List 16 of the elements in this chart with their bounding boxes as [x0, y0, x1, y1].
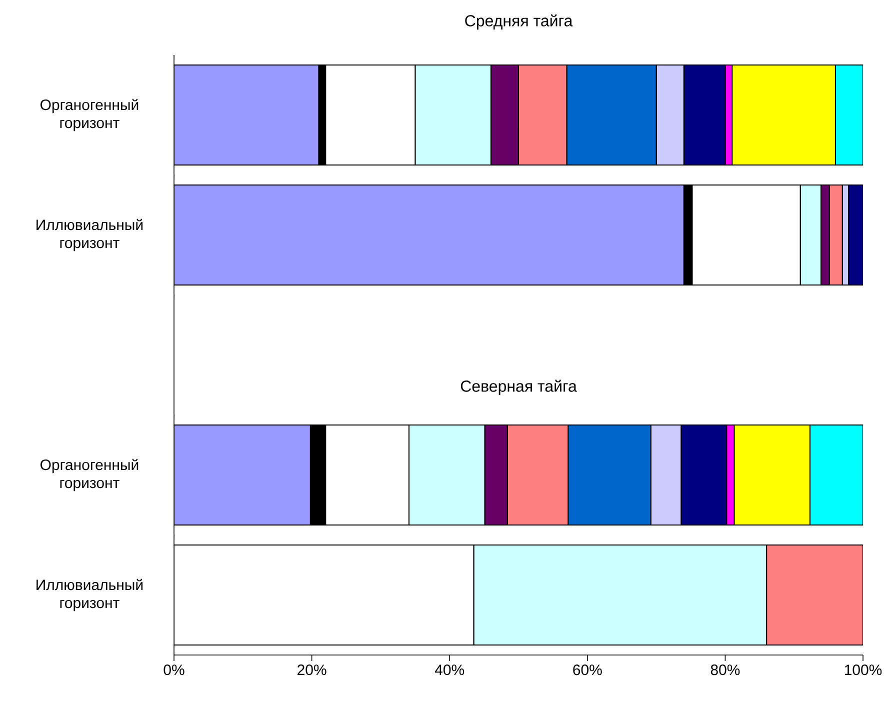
bar	[506, 424, 569, 526]
x-tick-label: 40%	[434, 664, 464, 676]
y-tick-label: Органогенный горизонт	[40, 458, 138, 492]
y-tick-label: Органогенный горизонт	[40, 98, 138, 132]
x-tick-label: 60%	[573, 664, 602, 676]
x-tick-label: 80%	[710, 664, 740, 676]
x-tick-label: 100%	[844, 664, 882, 676]
bar	[518, 64, 568, 166]
y-tick-label: Иллювиальный горизонт	[36, 578, 143, 612]
chart-title: Средняя тайга	[465, 14, 573, 30]
x-tick-label: 0%	[164, 664, 184, 676]
y-tick-label: Иллювиальный горизонт	[36, 218, 143, 252]
bar	[828, 184, 843, 286]
annotation: Северная тайга	[460, 380, 577, 396]
bar	[766, 544, 864, 646]
x-tick-label: 20%	[298, 664, 326, 676]
